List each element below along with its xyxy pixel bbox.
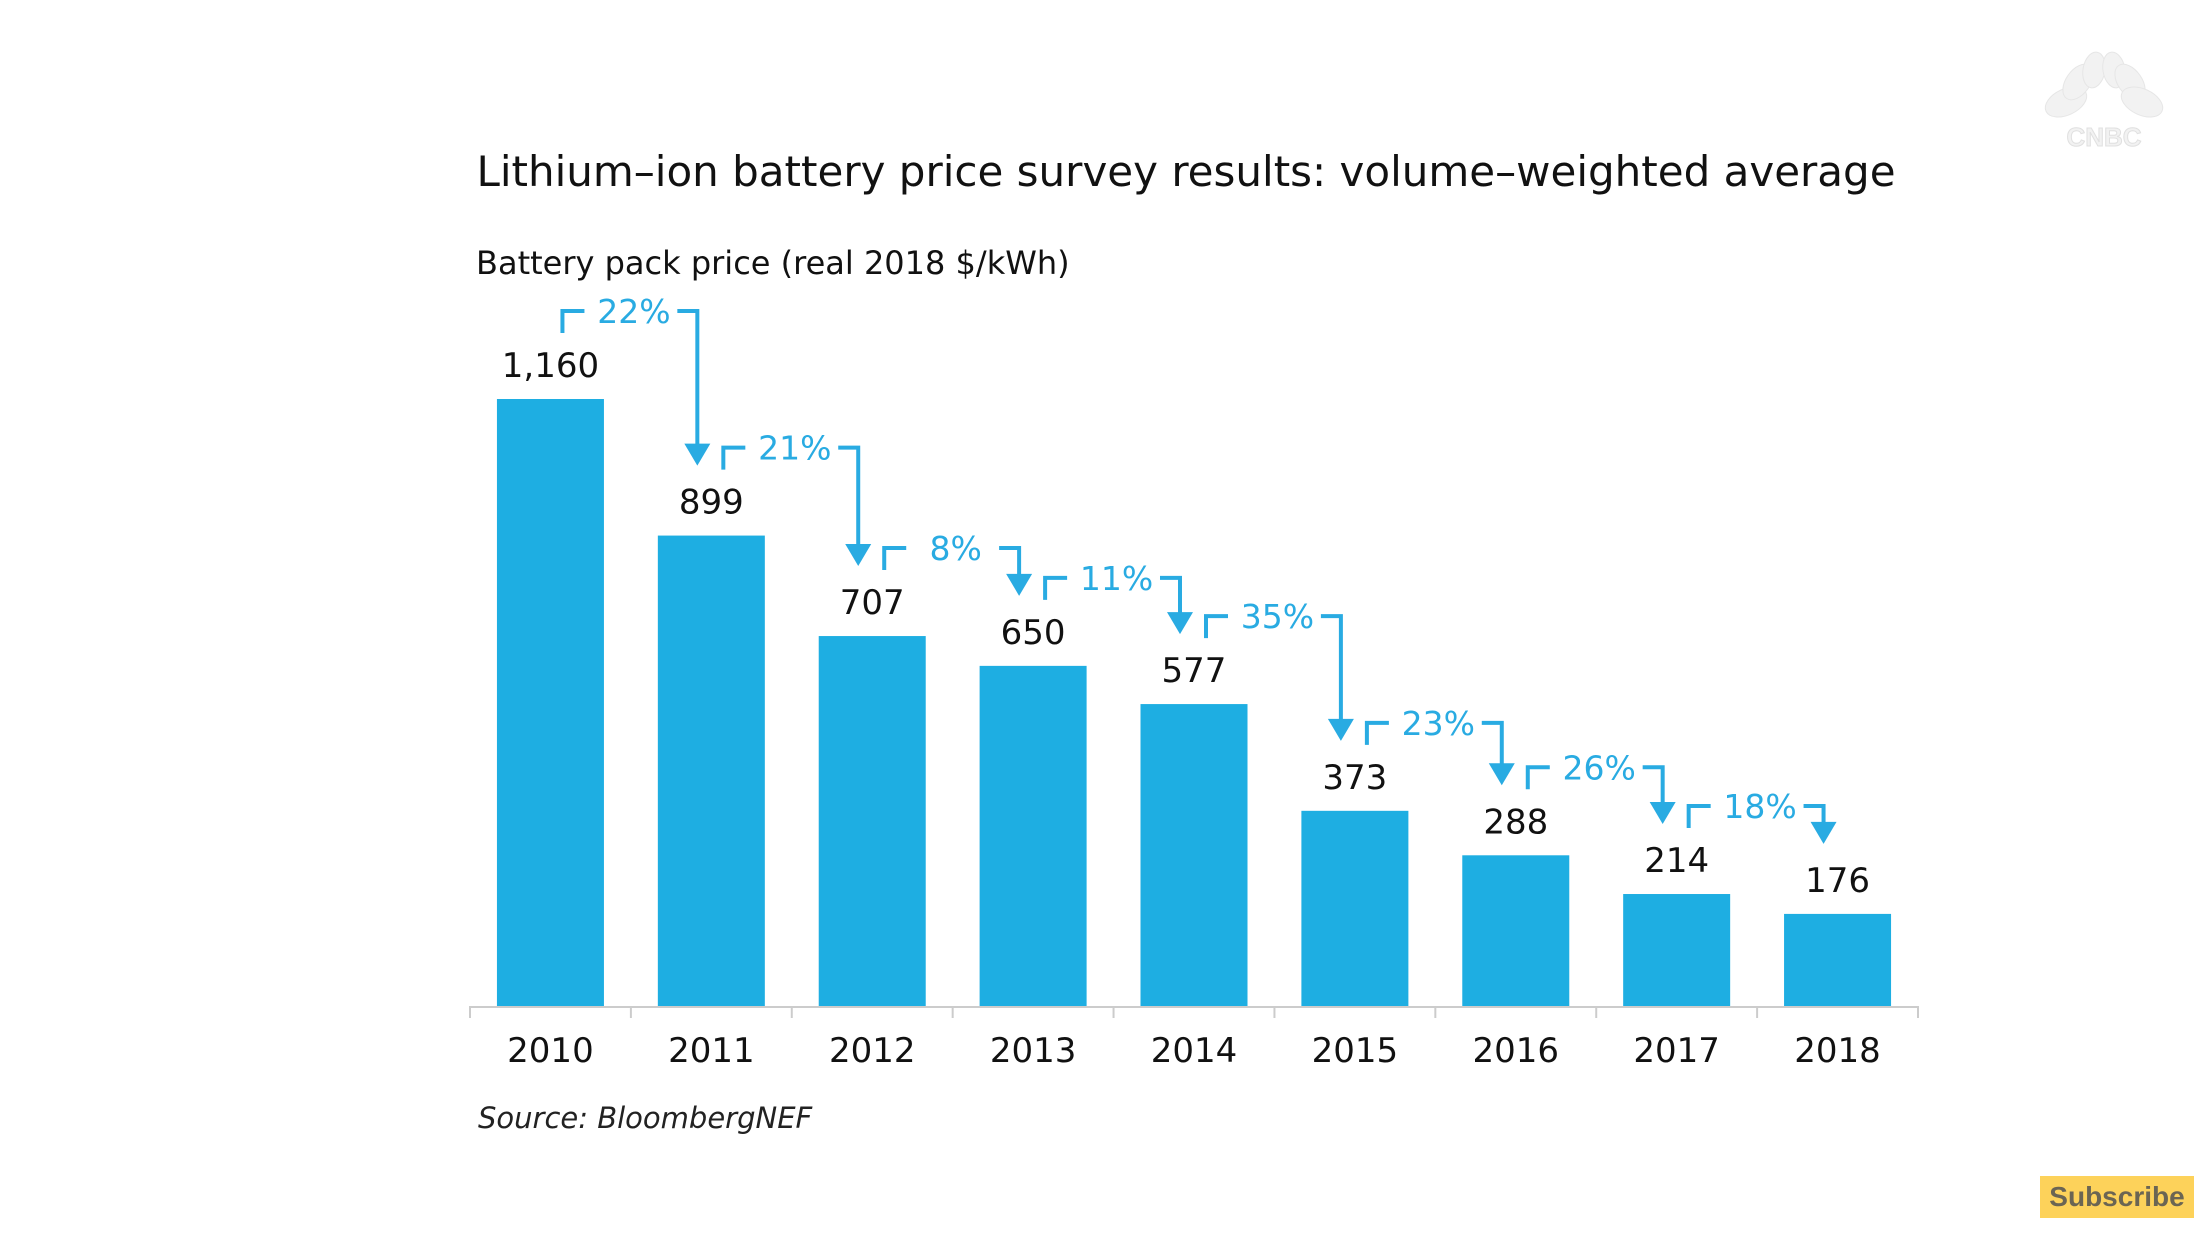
- arrow-down-icon: [1810, 821, 1837, 844]
- percent-label: 22%: [597, 292, 670, 331]
- tick-label-2013: 2013: [990, 1031, 1077, 1071]
- bar-2011: [657, 535, 765, 1006]
- bracket-left: [721, 445, 746, 470]
- bracket-right: [1642, 765, 1665, 805]
- annotation-2015-2016: 23%: [1364, 704, 1515, 786]
- bracket-left: [1525, 765, 1550, 790]
- value-label-2016: 288: [1483, 802, 1548, 842]
- annotation-2013-2014: 11%: [1043, 559, 1193, 635]
- chart-title: Lithium–ion battery price survey results…: [476, 147, 1895, 196]
- bar-2016: [1462, 855, 1570, 1006]
- arrow-down-icon: [845, 544, 872, 567]
- bar-2018: [1784, 913, 1892, 1006]
- bar-2015: [1301, 810, 1409, 1006]
- bracket-left: [1364, 720, 1389, 745]
- tick-label-2012: 2012: [829, 1031, 916, 1071]
- source-note: Source: BloombergNEF: [478, 1101, 814, 1135]
- arrow-down-icon: [1167, 612, 1193, 635]
- change-annotations: 22% 21% 8% 11% 35% 23% 26% 18%: [560, 292, 1837, 844]
- annotation-2012-2013: 8%: [882, 529, 1033, 596]
- bracket-left: [1204, 614, 1228, 639]
- logo-text: CNBC: [2066, 122, 2141, 152]
- bar-2014: [1140, 704, 1248, 1006]
- tick-label-2011: 2011: [668, 1031, 755, 1071]
- percent-label: 26%: [1563, 748, 1636, 787]
- value-label-2014: 577: [1162, 651, 1227, 691]
- percent-label: 35%: [1241, 597, 1314, 636]
- bracket-left: [1686, 804, 1711, 829]
- value-label-2015: 373: [1322, 758, 1387, 798]
- value-label-2011: 899: [679, 483, 744, 523]
- tick-label-2015: 2015: [1312, 1031, 1399, 1071]
- arrow-down-icon: [1488, 763, 1515, 786]
- annotation-2017-2018: 18%: [1686, 787, 1837, 844]
- tick-label-2016: 2016: [1473, 1031, 1560, 1071]
- cnbc-logo: CNBC: [2044, 51, 2164, 153]
- bar-2017: [1623, 894, 1731, 1006]
- percent-label: 18%: [1723, 787, 1796, 826]
- bracket-left: [1043, 575, 1068, 600]
- y-axis-label: Battery pack price (real 2018 $/kWh): [476, 244, 1070, 282]
- arrow-down-icon: [1006, 573, 1033, 596]
- bracket-right: [838, 445, 861, 547]
- percent-label: 23%: [1402, 704, 1475, 743]
- bracket-right: [999, 546, 1022, 576]
- bar-2010: [496, 399, 604, 1006]
- bracket-right: [1160, 575, 1182, 615]
- annotation-2010-2011: 22%: [560, 292, 711, 466]
- percent-label: 21%: [758, 429, 831, 468]
- bracket-right: [1803, 804, 1826, 824]
- bracket-right: [1320, 614, 1343, 721]
- annotation-2014-2015: 35%: [1204, 597, 1354, 741]
- annotation-2016-2017: 26%: [1525, 748, 1676, 825]
- percent-label: 11%: [1080, 559, 1153, 598]
- bars: [496, 399, 1892, 1006]
- arrow-down-icon: [1327, 718, 1354, 741]
- annotation-2011-2012: 21%: [721, 429, 872, 567]
- percent-label: 8%: [929, 529, 981, 568]
- arrow-down-icon: [1649, 802, 1676, 825]
- tick-label-2018: 2018: [1794, 1031, 1881, 1071]
- tick-label-2010: 2010: [507, 1031, 594, 1071]
- bar-2013: [979, 665, 1087, 1006]
- value-label-2012: 707: [840, 583, 905, 623]
- value-label-2013: 650: [1001, 613, 1066, 653]
- x-axis: [469, 1006, 1919, 1018]
- peacock-icon: [2044, 51, 2164, 118]
- x-tick-labels: 2010 2011 2012 2013 2014 2015 2016 2017 2018: [507, 1031, 1881, 1071]
- bracket-right: [677, 309, 700, 446]
- value-labels: 1,160 899 707 650 577 373 288 214 176: [502, 346, 1870, 901]
- bracket-left: [560, 309, 585, 333]
- bracket-left: [882, 546, 907, 571]
- bracket-right: [1481, 720, 1504, 766]
- value-label-2018: 176: [1805, 861, 1870, 901]
- subscribe-button[interactable]: Subscribe: [2040, 1176, 2194, 1218]
- bar-2012: [818, 636, 926, 1006]
- value-label-2010: 1,160: [502, 346, 599, 386]
- tick-label-2014: 2014: [1151, 1031, 1238, 1071]
- value-label-2017: 214: [1644, 841, 1709, 881]
- tick-label-2017: 2017: [1633, 1031, 1720, 1071]
- arrow-down-icon: [684, 443, 711, 466]
